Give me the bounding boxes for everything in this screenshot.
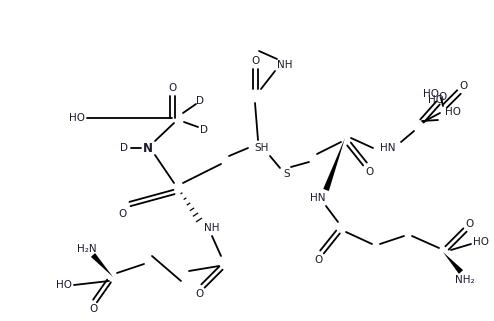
Text: HO: HO: [473, 237, 489, 247]
Text: D: D: [120, 143, 128, 153]
Text: O: O: [365, 167, 373, 177]
Text: H₂N: H₂N: [77, 244, 97, 254]
Polygon shape: [443, 252, 463, 274]
Text: NH: NH: [277, 60, 293, 70]
Text: HO: HO: [428, 95, 444, 105]
Text: N: N: [143, 142, 153, 154]
Text: S: S: [284, 169, 290, 179]
Text: HN: HN: [310, 193, 326, 203]
Text: HO: HO: [445, 107, 461, 117]
Text: HO: HO: [423, 89, 439, 99]
Text: O: O: [195, 289, 203, 299]
Polygon shape: [323, 138, 345, 191]
Text: O: O: [438, 92, 446, 102]
Text: NH: NH: [204, 223, 220, 233]
Polygon shape: [91, 253, 113, 277]
Text: D: D: [196, 96, 204, 106]
Text: O: O: [251, 56, 259, 66]
Text: O: O: [118, 209, 126, 219]
Text: O: O: [168, 83, 176, 93]
Text: HN: HN: [380, 143, 396, 153]
Text: HO: HO: [69, 113, 85, 123]
Text: NH₂: NH₂: [455, 275, 475, 285]
Text: O: O: [89, 304, 97, 314]
Text: D: D: [200, 125, 208, 135]
Text: HO: HO: [56, 280, 72, 290]
Text: O: O: [465, 219, 473, 229]
Text: O: O: [314, 255, 322, 265]
Text: SH: SH: [255, 143, 269, 153]
Text: O: O: [459, 81, 467, 91]
